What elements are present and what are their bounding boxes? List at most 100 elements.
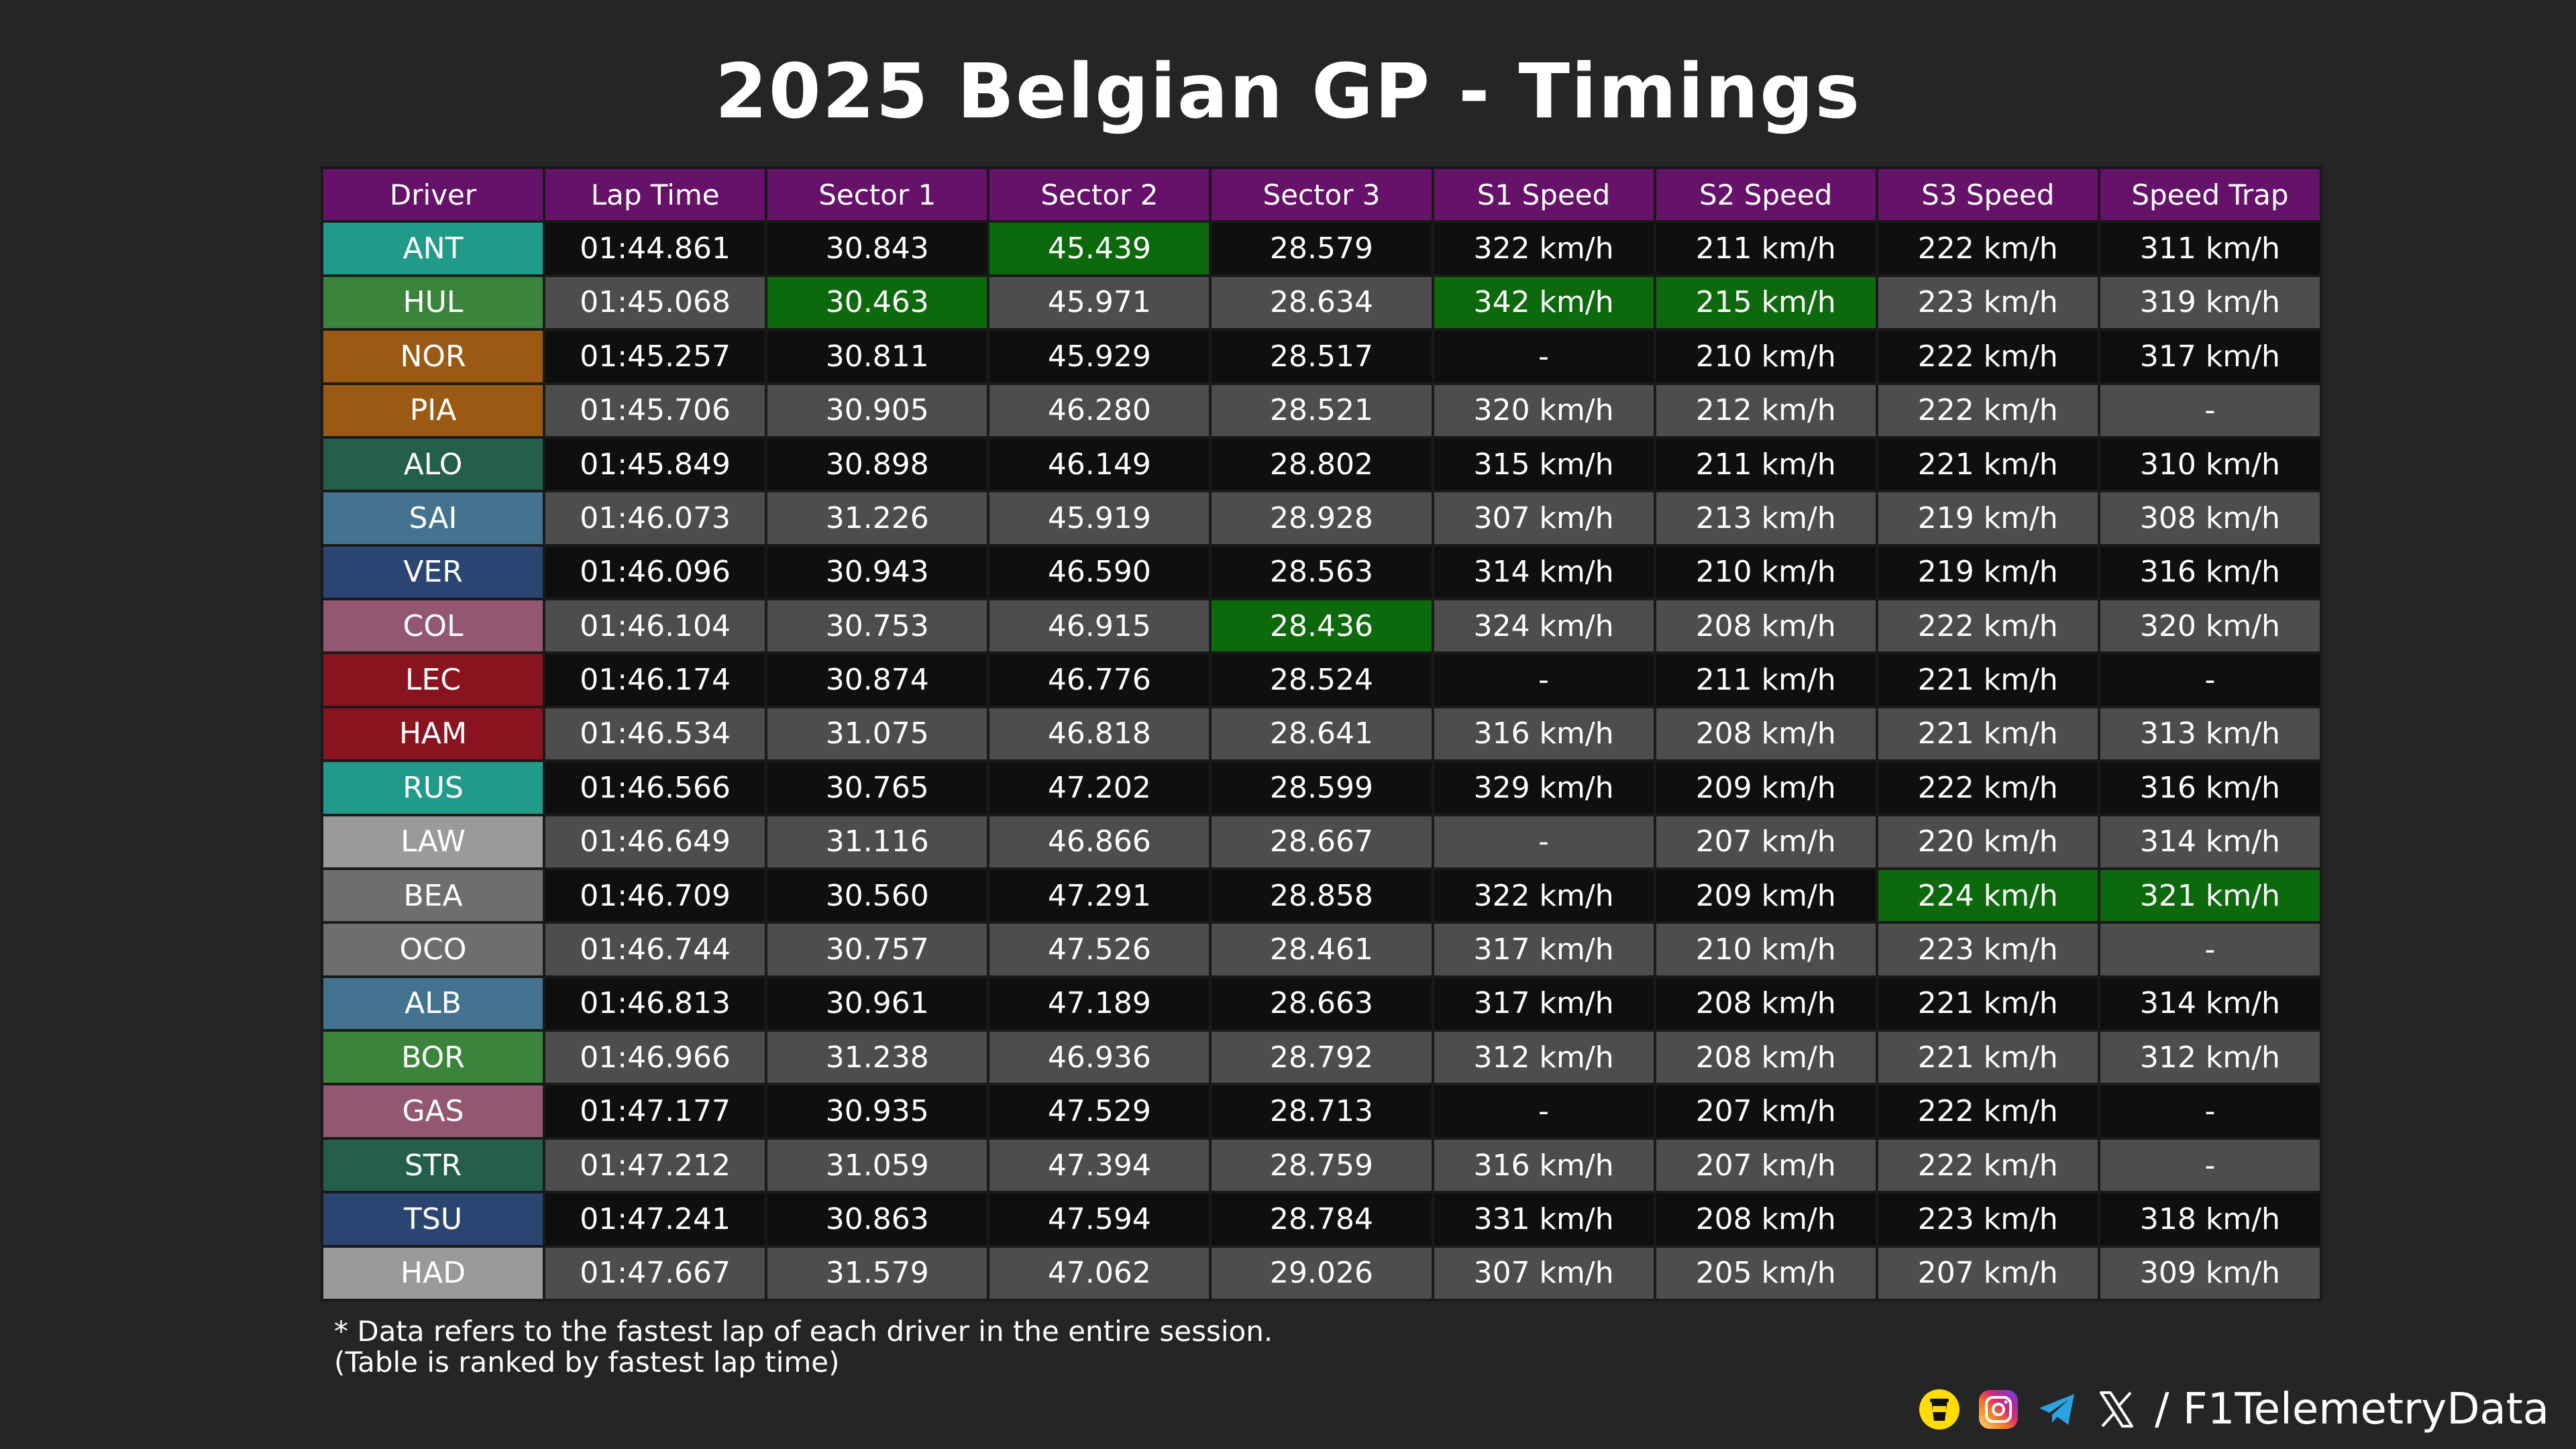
cell-sector-3: 28.641 bbox=[1212, 708, 1432, 760]
cell-sector-3: 28.436 bbox=[1212, 600, 1432, 652]
cell-sector-2: 46.280 bbox=[989, 384, 1210, 436]
driver-cell: LAW bbox=[323, 816, 543, 867]
cell-s3-speed: 221 km/h bbox=[1878, 708, 2098, 760]
cell-speed-trap: 318 km/h bbox=[2100, 1193, 2320, 1245]
cell-s2-speed: 209 km/h bbox=[1656, 869, 1876, 922]
cell-sector-2: 46.776 bbox=[989, 654, 1210, 706]
cell-s2-speed: 210 km/h bbox=[1656, 546, 1876, 598]
buymeacoffee-icon[interactable] bbox=[1919, 1389, 1960, 1430]
cell-lap-time: 01:46.813 bbox=[545, 977, 765, 1030]
cell-sector-3: 28.858 bbox=[1212, 869, 1432, 922]
cell-lap-time: 01:46.649 bbox=[545, 816, 765, 867]
cell-sector-2: 47.394 bbox=[989, 1139, 1210, 1191]
cell-sector-2: 47.189 bbox=[989, 977, 1210, 1030]
cell-sector-3: 28.634 bbox=[1212, 276, 1432, 329]
driver-cell: STR bbox=[323, 1139, 543, 1191]
driver-cell: PIA bbox=[323, 384, 543, 436]
cell-sector-3: 28.563 bbox=[1212, 546, 1432, 598]
cell-speed-trap: 311 km/h bbox=[2100, 223, 2320, 274]
header-lap-time: Lap Time bbox=[545, 169, 765, 221]
cell-speed-trap: - bbox=[2100, 654, 2320, 706]
driver-cell: OCO bbox=[323, 924, 543, 975]
cell-s2-speed: 205 km/h bbox=[1656, 1247, 1876, 1299]
cell-lap-time: 01:46.566 bbox=[545, 762, 765, 814]
cell-speed-trap: 309 km/h bbox=[2100, 1247, 2320, 1299]
cell-sector-1: 30.863 bbox=[767, 1193, 987, 1245]
cell-lap-time: 01:46.966 bbox=[545, 1032, 765, 1083]
driver-cell: BEA bbox=[323, 869, 543, 922]
cell-sector-2: 46.936 bbox=[989, 1032, 1210, 1083]
instagram-icon[interactable] bbox=[1978, 1389, 2019, 1430]
cell-s2-speed: 208 km/h bbox=[1656, 708, 1876, 760]
cell-sector-3: 28.928 bbox=[1212, 492, 1432, 544]
cell-sector-1: 30.943 bbox=[767, 546, 987, 598]
cell-sector-2: 47.526 bbox=[989, 924, 1210, 975]
cell-sector-3: 28.517 bbox=[1212, 331, 1432, 382]
cell-s1-speed: - bbox=[1434, 1085, 1654, 1137]
telegram-icon[interactable] bbox=[2037, 1389, 2078, 1430]
cell-s3-speed: 219 km/h bbox=[1878, 546, 2098, 598]
cell-s3-speed: 223 km/h bbox=[1878, 276, 2098, 329]
cell-s3-speed: 223 km/h bbox=[1878, 924, 2098, 975]
cell-s2-speed: 213 km/h bbox=[1656, 492, 1876, 544]
driver-cell: LEC bbox=[323, 654, 543, 706]
cell-sector-3: 28.599 bbox=[1212, 762, 1432, 814]
cell-s2-speed: 209 km/h bbox=[1656, 762, 1876, 814]
cell-sector-2: 46.915 bbox=[989, 600, 1210, 652]
x-icon[interactable] bbox=[2096, 1389, 2137, 1430]
cell-sector-1: 30.874 bbox=[767, 654, 987, 706]
cell-s3-speed: 222 km/h bbox=[1878, 223, 2098, 274]
cell-sector-2: 45.971 bbox=[989, 276, 1210, 329]
cell-speed-trap: 308 km/h bbox=[2100, 492, 2320, 544]
cell-speed-trap: 313 km/h bbox=[2100, 708, 2320, 760]
cell-lap-time: 01:45.849 bbox=[545, 438, 765, 490]
cell-s1-speed: - bbox=[1434, 816, 1654, 867]
header-s3-speed: S3 Speed bbox=[1878, 169, 2098, 221]
cell-sector-2: 45.929 bbox=[989, 331, 1210, 382]
cell-sector-3: 28.792 bbox=[1212, 1032, 1432, 1083]
cell-s1-speed: 320 km/h bbox=[1434, 384, 1654, 436]
cell-s2-speed: 211 km/h bbox=[1656, 438, 1876, 490]
cell-s1-speed: 314 km/h bbox=[1434, 546, 1654, 598]
cell-lap-time: 01:44.861 bbox=[545, 223, 765, 274]
cell-sector-3: 28.713 bbox=[1212, 1085, 1432, 1137]
cell-lap-time: 01:47.177 bbox=[545, 1085, 765, 1137]
cell-speed-trap: 316 km/h bbox=[2100, 546, 2320, 598]
cell-s2-speed: 207 km/h bbox=[1656, 1139, 1876, 1191]
cell-speed-trap: - bbox=[2100, 1085, 2320, 1137]
cell-speed-trap: 317 km/h bbox=[2100, 331, 2320, 382]
cell-speed-trap: 314 km/h bbox=[2100, 816, 2320, 867]
social-handle[interactable]: / F1TelemetryData bbox=[2155, 1385, 2549, 1434]
driver-cell: NOR bbox=[323, 331, 543, 382]
cell-sector-1: 30.765 bbox=[767, 762, 987, 814]
cell-s2-speed: 210 km/h bbox=[1656, 331, 1876, 382]
cell-s2-speed: 207 km/h bbox=[1656, 816, 1876, 867]
cell-s2-speed: 211 km/h bbox=[1656, 223, 1876, 274]
cell-s1-speed: - bbox=[1434, 331, 1654, 382]
cell-lap-time: 01:46.096 bbox=[545, 546, 765, 598]
cell-s2-speed: 210 km/h bbox=[1656, 924, 1876, 975]
cell-s2-speed: 208 km/h bbox=[1656, 977, 1876, 1030]
timings-table: Driver Lap Time Sector 1 Sector 2 Sector 3 S1… bbox=[321, 166, 2322, 1301]
cell-sector-3: 28.667 bbox=[1212, 816, 1432, 867]
driver-cell: HUL bbox=[323, 276, 543, 329]
cell-s2-speed: 215 km/h bbox=[1656, 276, 1876, 329]
driver-cell: HAD bbox=[323, 1247, 543, 1299]
cell-sector-3: 28.802 bbox=[1212, 438, 1432, 490]
cell-s1-speed: 307 km/h bbox=[1434, 1247, 1654, 1299]
cell-sector-1: 31.226 bbox=[767, 492, 987, 544]
driver-cell: ALB bbox=[323, 977, 543, 1030]
social-footer: / F1TelemetryData bbox=[1919, 1385, 2549, 1434]
cell-speed-trap: 320 km/h bbox=[2100, 600, 2320, 652]
cell-lap-time: 01:46.709 bbox=[545, 869, 765, 922]
cell-speed-trap: - bbox=[2100, 924, 2320, 975]
cell-sector-2: 47.202 bbox=[989, 762, 1210, 814]
driver-cell: COL bbox=[323, 600, 543, 652]
cell-s1-speed: 342 km/h bbox=[1434, 276, 1654, 329]
cell-sector-2: 47.594 bbox=[989, 1193, 1210, 1245]
header-s2-speed: S2 Speed bbox=[1656, 169, 1876, 221]
cell-lap-time: 01:47.241 bbox=[545, 1193, 765, 1245]
cell-lap-time: 01:46.073 bbox=[545, 492, 765, 544]
header-sector-1: Sector 1 bbox=[767, 169, 987, 221]
cell-s3-speed: 221 km/h bbox=[1878, 438, 2098, 490]
